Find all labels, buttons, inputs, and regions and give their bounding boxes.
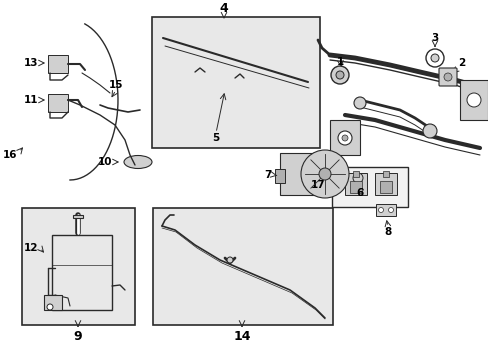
Circle shape xyxy=(47,304,53,310)
Circle shape xyxy=(352,173,362,183)
Circle shape xyxy=(226,257,232,263)
Bar xyxy=(48,55,68,73)
Bar xyxy=(379,181,391,193)
Bar xyxy=(73,215,83,218)
Circle shape xyxy=(422,124,436,138)
Circle shape xyxy=(301,150,348,198)
Bar xyxy=(329,120,359,155)
Bar xyxy=(331,167,407,207)
Bar xyxy=(349,181,361,193)
Text: 17: 17 xyxy=(310,180,325,190)
Circle shape xyxy=(353,97,365,109)
Text: 8: 8 xyxy=(384,227,391,237)
Text: 10: 10 xyxy=(97,157,112,167)
Circle shape xyxy=(337,131,351,145)
Bar xyxy=(382,171,388,177)
Text: 9: 9 xyxy=(74,329,82,342)
Bar xyxy=(44,295,62,310)
Bar xyxy=(22,208,135,325)
Ellipse shape xyxy=(124,156,152,168)
Text: 11: 11 xyxy=(23,95,38,105)
Circle shape xyxy=(330,66,348,84)
Bar xyxy=(52,235,112,310)
Text: 6: 6 xyxy=(356,188,363,198)
Text: 15: 15 xyxy=(108,80,123,90)
Bar xyxy=(375,204,395,216)
Text: 4: 4 xyxy=(219,3,228,15)
Bar xyxy=(459,80,487,120)
Circle shape xyxy=(341,135,347,141)
Bar xyxy=(274,169,285,183)
Circle shape xyxy=(466,93,480,107)
Circle shape xyxy=(430,54,438,62)
Bar xyxy=(374,173,396,195)
Bar xyxy=(152,17,319,148)
Circle shape xyxy=(443,73,451,81)
Text: 2: 2 xyxy=(457,58,464,68)
Circle shape xyxy=(425,49,443,67)
Circle shape xyxy=(335,71,343,79)
Text: 13: 13 xyxy=(23,58,38,68)
Circle shape xyxy=(318,168,330,180)
Circle shape xyxy=(378,207,383,212)
Text: 14: 14 xyxy=(233,329,250,342)
Circle shape xyxy=(387,207,393,212)
Bar xyxy=(280,153,325,195)
Text: 5: 5 xyxy=(212,133,219,143)
Bar xyxy=(153,208,332,325)
Text: 1: 1 xyxy=(336,57,343,67)
Text: 7: 7 xyxy=(264,170,271,180)
FancyBboxPatch shape xyxy=(438,68,456,86)
Bar xyxy=(48,94,68,112)
Text: 16: 16 xyxy=(2,150,17,160)
Bar xyxy=(345,173,366,195)
Text: 3: 3 xyxy=(430,33,438,43)
Text: 12: 12 xyxy=(23,243,38,253)
Bar xyxy=(352,171,358,177)
